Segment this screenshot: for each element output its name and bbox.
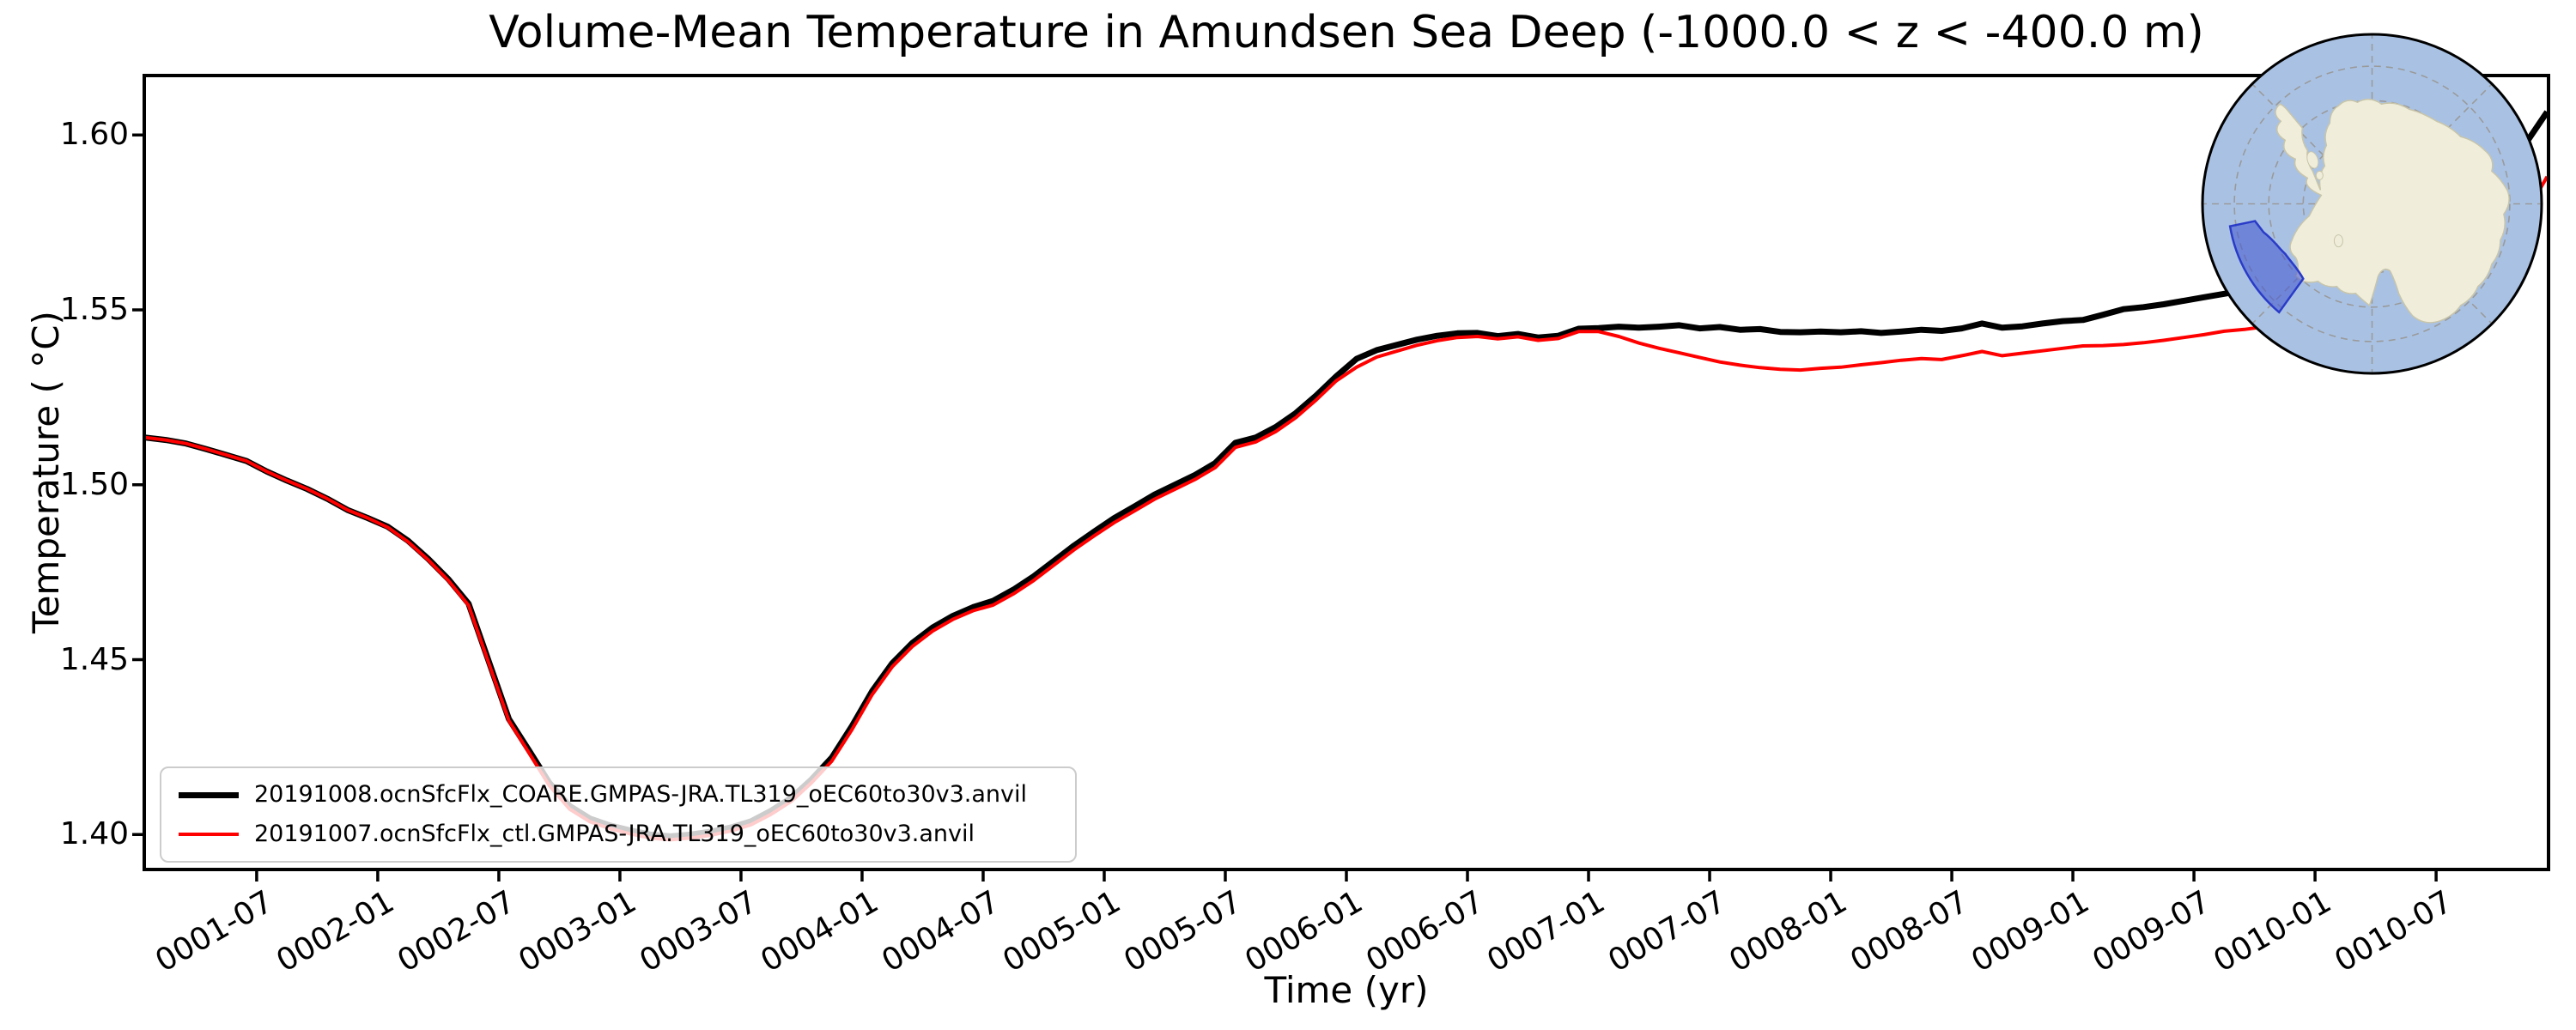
y-tick-label: 1.40 [59,816,129,852]
series-line-ctl [145,175,2549,842]
axes-frame [143,74,2550,871]
map-border [2201,33,2543,375]
legend-label: 20191007.ocnSfcFlx_ctl.GMPAS-JRA.TL319_o… [254,821,975,847]
series-group [145,110,2549,842]
map-island [2333,234,2343,248]
legend-entry-ctl: 20191007.ocnSfcFlx_ctl.GMPAS-JRA.TL319_o… [179,821,1075,848]
map-island [2315,170,2324,180]
x-axis-label: Time (yr) [1264,969,1429,1011]
legend-entry-coare: 20191008.ocnSfcFlx_COARE.GMPAS-JRA.TL319… [179,781,1075,809]
legend: 20191008.ocnSfcFlx_COARE.GMPAS-JRA.TL319… [160,766,1077,863]
legend-line-sample-red [179,833,239,836]
tick-marks [132,133,2438,882]
legend-label: 20191008.ocnSfcFlx_COARE.GMPAS-JRA.TL319… [254,781,1028,808]
y-tick-label: 1.45 [59,641,129,677]
y-tick-label: 1.60 [59,117,129,153]
series-line-coare [145,110,2549,839]
legend-line-sample-black [179,791,239,798]
map-island [2306,151,2319,169]
y-axis-label: Temperature ( °C) [25,311,67,633]
y-tick-label: 1.50 [59,466,129,502]
chart-title: Volume-Mean Temperature in Amundsen Sea … [489,7,2204,58]
y-tick-label: 1.55 [59,292,129,328]
amundsen-region-highlight [2228,220,2305,314]
antarctica-inset-map [2201,33,2543,375]
antarctica-landmass [2275,98,2510,324]
